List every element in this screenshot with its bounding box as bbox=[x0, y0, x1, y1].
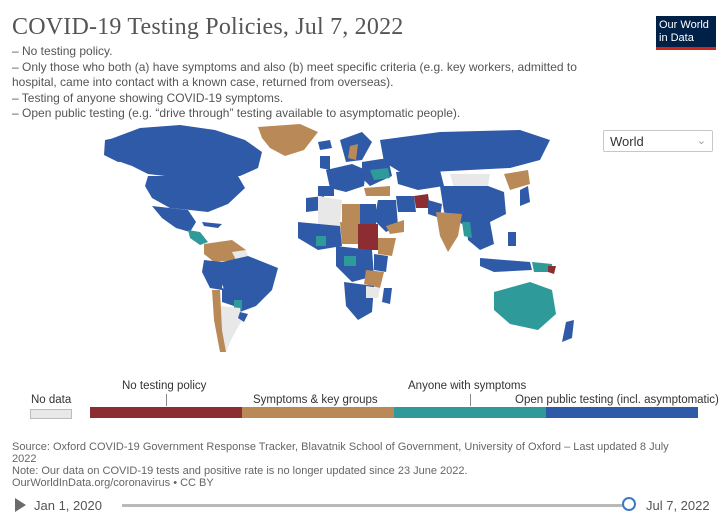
country-paraguay[interactable] bbox=[234, 300, 242, 310]
country-east-asia-north[interactable] bbox=[504, 170, 530, 190]
legend-swatch-no-data[interactable] bbox=[30, 409, 72, 419]
country-spain[interactable] bbox=[318, 186, 334, 196]
subtitle-line: – Only those who both (a) have symptoms … bbox=[12, 59, 577, 74]
legend-label-anyone-symptoms: Anyone with symptoms bbox=[408, 380, 527, 392]
country-tanzania[interactable] bbox=[364, 270, 384, 288]
country-afghanistan[interactable] bbox=[414, 194, 430, 208]
timeline-track[interactable] bbox=[122, 504, 630, 507]
country-russia[interactable] bbox=[380, 130, 550, 172]
country-png-east[interactable] bbox=[548, 266, 556, 274]
country-mongolia[interactable] bbox=[450, 174, 490, 188]
country-libya[interactable] bbox=[342, 204, 360, 224]
country-congo-region[interactable] bbox=[344, 256, 356, 266]
country-bolivia[interactable] bbox=[222, 288, 236, 306]
country-southeast-asia[interactable] bbox=[466, 222, 494, 250]
country-alaska[interactable] bbox=[104, 135, 135, 162]
country-zimbabwe[interactable] bbox=[366, 286, 380, 298]
country-ukraine[interactable] bbox=[370, 168, 390, 180]
source-line: Source: Oxford COVID-19 Government Respo… bbox=[12, 441, 669, 453]
country-mexico[interactable] bbox=[152, 206, 196, 232]
world-map[interactable] bbox=[0, 118, 727, 368]
play-icon[interactable] bbox=[15, 498, 26, 512]
country-greenland[interactable] bbox=[258, 124, 318, 156]
legend-swatch-no-testing[interactable] bbox=[90, 407, 242, 418]
legend-swatch-open-public[interactable] bbox=[546, 407, 698, 418]
country-new-zealand[interactable] bbox=[562, 320, 574, 342]
chart-title: COVID-19 Testing Policies, Jul 7, 2022 bbox=[12, 14, 404, 40]
subtitle-line: hospital, came into contact with a known… bbox=[12, 75, 394, 89]
logo-line-2: in Data bbox=[659, 32, 694, 44]
country-philippines[interactable] bbox=[508, 232, 516, 246]
legend-label-no-testing: No testing policy bbox=[122, 380, 207, 392]
country-australia[interactable] bbox=[494, 282, 556, 330]
country-egypt[interactable] bbox=[360, 204, 376, 224]
country-uk[interactable] bbox=[320, 156, 330, 170]
url-line[interactable]: OurWorldInData.org/coronavirus • CC BY bbox=[12, 477, 214, 489]
country-algeria[interactable] bbox=[318, 196, 342, 226]
region-dropdown-value: World bbox=[610, 134, 644, 149]
country-uruguay[interactable] bbox=[238, 312, 248, 322]
country-indonesia[interactable] bbox=[480, 258, 532, 272]
country-sudan[interactable] bbox=[358, 224, 378, 250]
region-dropdown[interactable]: World ⌄ bbox=[603, 130, 713, 152]
country-india[interactable] bbox=[436, 212, 462, 252]
legend-label-no-data: No data bbox=[31, 394, 72, 406]
sources-block: Source: Oxford COVID-19 Government Respo… bbox=[12, 441, 712, 489]
timeline-start-date[interactable]: Jan 1, 2020 bbox=[34, 498, 102, 513]
country-peru[interactable] bbox=[202, 260, 222, 290]
country-west-africa-teal[interactable] bbox=[316, 236, 326, 246]
country-yemen-oman[interactable] bbox=[386, 220, 404, 234]
legend-swatch-anyone-symptoms[interactable] bbox=[394, 407, 546, 418]
subtitle-line: – Open public testing (e.g. “drive throu… bbox=[12, 106, 461, 120]
subtitle-line: – Testing of anyone showing COVID-19 sym… bbox=[12, 90, 284, 105]
country-kenya[interactable] bbox=[374, 254, 388, 272]
legend-tick bbox=[166, 394, 167, 406]
legend-label-symptoms-key-groups: Symptoms & key groups bbox=[253, 394, 378, 406]
country-madagascar[interactable] bbox=[382, 288, 392, 304]
country-canada[interactable] bbox=[108, 125, 262, 178]
country-iran[interactable] bbox=[396, 196, 416, 212]
chart-subtitle: – No testing policy. – Only those who bo… bbox=[12, 44, 612, 122]
logo-line-1: Our World bbox=[659, 19, 709, 31]
owid-logo[interactable]: Our World in Data bbox=[656, 16, 716, 50]
country-argentina[interactable] bbox=[220, 306, 242, 352]
country-chile[interactable] bbox=[212, 290, 226, 352]
timeline-end-date[interactable]: Jul 7, 2022 bbox=[646, 498, 710, 513]
legend-swatch-symptoms-key-groups[interactable] bbox=[242, 407, 394, 418]
country-western-europe[interactable] bbox=[326, 164, 366, 192]
chevron-down-icon: ⌄ bbox=[696, 135, 706, 147]
source-line: 2022 bbox=[12, 453, 37, 465]
country-japan[interactable] bbox=[520, 186, 530, 206]
country-cuba[interactable] bbox=[202, 222, 222, 228]
country-usa[interactable] bbox=[145, 176, 245, 212]
subtitle-line: – No testing policy. bbox=[12, 44, 113, 58]
country-iceland[interactable] bbox=[318, 140, 332, 150]
country-central-america[interactable] bbox=[188, 230, 208, 245]
country-png[interactable] bbox=[532, 262, 552, 272]
country-niger-chad[interactable] bbox=[340, 222, 358, 244]
country-turkey[interactable] bbox=[364, 186, 390, 196]
country-ethiopia[interactable] bbox=[378, 238, 396, 256]
legend-label-open-public: Open public testing (incl. asymptomatic) bbox=[515, 394, 719, 406]
country-sweden[interactable] bbox=[348, 144, 358, 160]
country-myanmar[interactable] bbox=[462, 222, 472, 238]
country-kazakhstan[interactable] bbox=[396, 170, 444, 190]
note-line: Note: Our data on COVID-19 tests and pos… bbox=[12, 465, 468, 477]
timeline-slider-handle[interactable] bbox=[622, 497, 636, 511]
legend-tick bbox=[470, 394, 471, 406]
